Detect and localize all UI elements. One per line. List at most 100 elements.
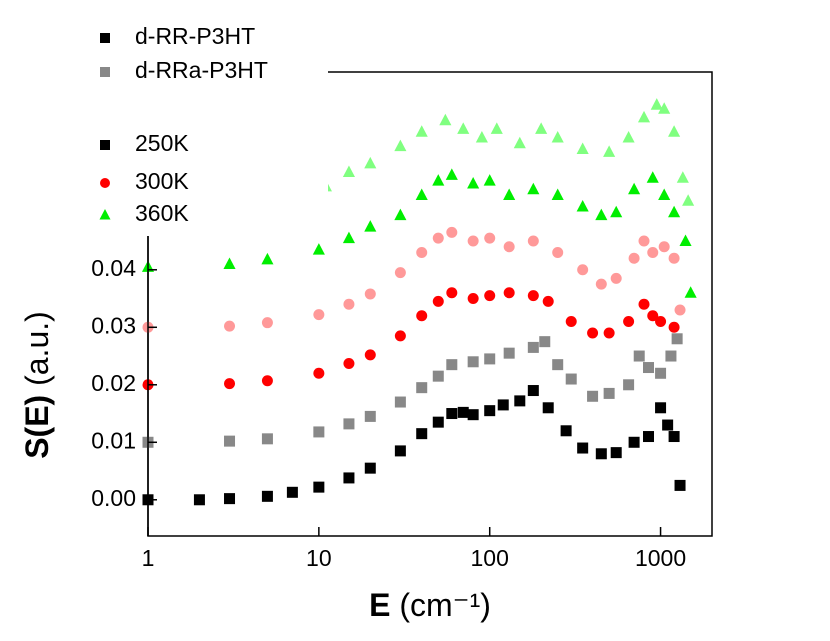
marker	[99, 209, 111, 220]
marker	[261, 252, 274, 265]
marker	[637, 110, 651, 123]
marker	[364, 288, 376, 300]
marker	[655, 316, 667, 328]
y-label-unit: (a.u.)	[19, 311, 55, 386]
y-tick-label: 0.02	[91, 370, 136, 396]
marker	[628, 436, 640, 448]
y-axis-label: S(E) (a.u.)	[19, 311, 55, 459]
marker	[193, 494, 205, 506]
marker	[628, 182, 641, 195]
marker	[394, 445, 406, 457]
marker	[224, 435, 236, 447]
marker	[457, 406, 469, 418]
marker	[415, 125, 428, 137]
marker	[671, 333, 683, 345]
marker	[643, 362, 655, 374]
y-label-symbol: S(E)	[19, 395, 55, 459]
legend-label: 360K	[135, 200, 189, 226]
legend: d-RR-P3HT d-RRa-P3HT 250K 300K 360K	[99, 23, 268, 226]
marker	[551, 130, 564, 143]
legend-label: d-RR-P3HT	[135, 23, 255, 49]
marker	[576, 142, 589, 154]
marker	[364, 349, 376, 361]
x-tick-label: 100	[471, 545, 509, 571]
marker	[623, 379, 635, 391]
marker	[674, 304, 686, 316]
marker	[342, 165, 355, 177]
marker	[552, 247, 564, 259]
marker	[647, 310, 659, 322]
marker	[503, 188, 516, 200]
marker	[603, 327, 615, 339]
marker	[224, 320, 236, 332]
marker	[560, 425, 572, 437]
marker	[650, 98, 663, 110]
marker	[539, 336, 551, 348]
marker	[432, 370, 444, 382]
marker	[364, 462, 376, 474]
marker	[484, 353, 496, 365]
marker	[490, 122, 503, 134]
marker	[467, 176, 480, 189]
marker	[416, 310, 428, 322]
marker	[527, 385, 539, 397]
marker	[343, 472, 355, 484]
marker	[633, 350, 645, 362]
marker	[603, 387, 615, 399]
series	[142, 226, 686, 333]
marker	[484, 232, 496, 244]
marker	[261, 375, 273, 387]
marker	[394, 330, 406, 342]
marker	[587, 327, 599, 339]
legend-label: 300K	[135, 168, 189, 194]
marker	[313, 426, 325, 438]
marker	[364, 220, 377, 232]
series	[141, 168, 697, 298]
marker	[622, 130, 635, 143]
marker	[551, 188, 564, 200]
series	[142, 287, 680, 391]
marker	[658, 102, 671, 114]
marker	[503, 241, 515, 253]
marker	[542, 295, 554, 307]
marker	[527, 290, 539, 302]
marker	[343, 418, 355, 430]
marker	[364, 410, 376, 422]
marker	[610, 447, 622, 459]
marker	[638, 235, 650, 247]
marker	[577, 442, 589, 454]
marker	[100, 140, 110, 150]
marker	[535, 122, 548, 134]
marker	[223, 257, 236, 269]
marker	[527, 182, 540, 195]
marker	[224, 493, 236, 505]
marker	[432, 295, 444, 307]
marker	[457, 122, 470, 134]
marker	[662, 419, 674, 431]
marker	[446, 408, 458, 420]
marker	[313, 309, 325, 321]
marker	[503, 287, 515, 299]
marker	[497, 399, 509, 411]
marker	[467, 293, 479, 305]
x-tick-label: 10	[306, 545, 332, 571]
marker	[668, 252, 680, 264]
marker	[638, 298, 650, 310]
marker	[668, 431, 680, 443]
marker	[416, 382, 428, 394]
marker	[514, 395, 526, 407]
marker	[416, 247, 428, 259]
marker	[484, 290, 496, 302]
marker	[432, 232, 444, 244]
x-tick-label: 1000	[635, 545, 686, 571]
legend-label: d-RRa-P3HT	[135, 57, 268, 83]
marker	[668, 321, 680, 333]
marker	[646, 171, 659, 183]
marker	[312, 243, 325, 255]
marker	[610, 272, 622, 284]
marker	[446, 359, 458, 371]
marker	[342, 231, 355, 244]
y-tick-label: 0.03	[91, 312, 136, 338]
marker	[603, 145, 616, 157]
